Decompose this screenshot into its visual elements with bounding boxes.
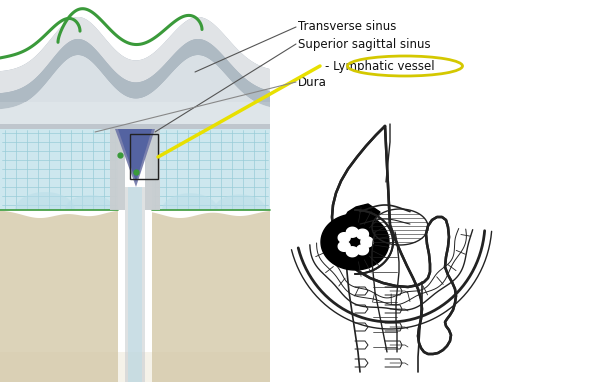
Polygon shape bbox=[125, 187, 145, 382]
Polygon shape bbox=[110, 129, 125, 210]
Polygon shape bbox=[346, 247, 358, 257]
Bar bbox=[130, 134, 158, 179]
Polygon shape bbox=[152, 129, 270, 210]
Text: - Lymphatic vessel: - Lymphatic vessel bbox=[325, 60, 434, 73]
Polygon shape bbox=[214, 194, 266, 210]
Polygon shape bbox=[15, 192, 75, 210]
Polygon shape bbox=[118, 129, 152, 182]
Polygon shape bbox=[0, 39, 270, 109]
Polygon shape bbox=[0, 210, 118, 382]
Polygon shape bbox=[346, 227, 358, 237]
Polygon shape bbox=[356, 229, 368, 239]
Polygon shape bbox=[361, 237, 373, 247]
Polygon shape bbox=[162, 193, 218, 210]
Polygon shape bbox=[0, 129, 118, 210]
Polygon shape bbox=[0, 124, 270, 129]
Polygon shape bbox=[145, 129, 160, 210]
Polygon shape bbox=[332, 126, 456, 354]
Polygon shape bbox=[321, 214, 389, 270]
Polygon shape bbox=[152, 211, 270, 382]
Text: Transverse sinus: Transverse sinus bbox=[298, 19, 397, 32]
Polygon shape bbox=[338, 233, 350, 243]
Polygon shape bbox=[128, 187, 142, 382]
Polygon shape bbox=[0, 17, 270, 93]
Text: Superior sagittal sinus: Superior sagittal sinus bbox=[298, 37, 431, 50]
Polygon shape bbox=[361, 237, 373, 247]
Text: Dura: Dura bbox=[298, 76, 327, 89]
Polygon shape bbox=[0, 55, 270, 124]
Polygon shape bbox=[115, 129, 155, 187]
Polygon shape bbox=[342, 204, 380, 237]
Polygon shape bbox=[65, 195, 115, 210]
Polygon shape bbox=[338, 241, 350, 251]
Polygon shape bbox=[0, 17, 270, 102]
Polygon shape bbox=[356, 245, 368, 255]
Polygon shape bbox=[0, 352, 270, 382]
